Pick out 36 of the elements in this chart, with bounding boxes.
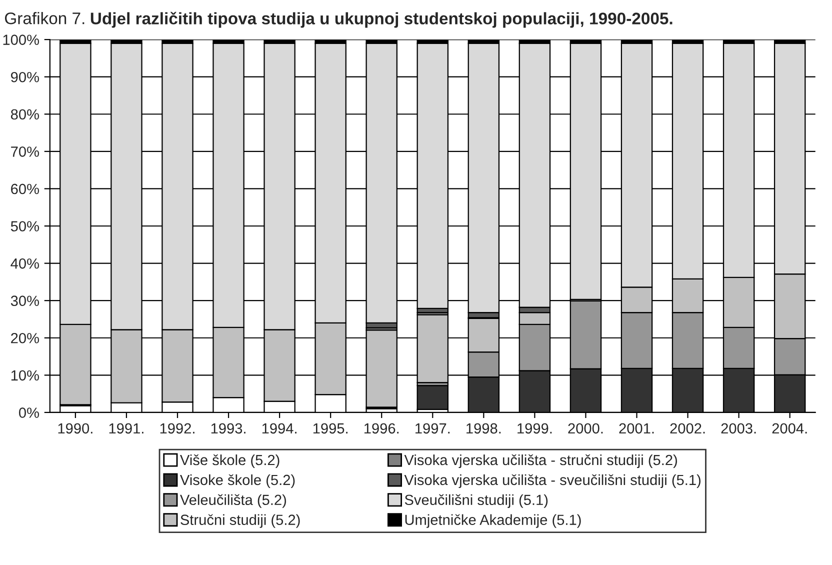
legend-label: Visoka vjerska učilišta - sveučilišni studiji (5.1) bbox=[404, 474, 700, 488]
x-tick-label: 2004. bbox=[772, 423, 807, 434]
y-tick-label: 90% bbox=[11, 72, 39, 82]
x-tick-label: 1995. bbox=[313, 423, 348, 434]
x-tick-label: 1999. bbox=[518, 423, 552, 434]
chart-subtitle: Udjel različitih tipova studija u ukupnoj studentskoj populaciji, 1990-2005. bbox=[90, 12, 672, 28]
y-tick-label: 20% bbox=[11, 332, 39, 344]
x-tick-label: 1996. bbox=[364, 423, 399, 434]
y-tick-label: 0% bbox=[18, 408, 39, 418]
legend-label: Sveučilišni studiji (5.1) bbox=[404, 494, 548, 508]
chart-title: Grafikon 7. bbox=[5, 12, 84, 24]
y-tick-label: 60% bbox=[11, 184, 39, 194]
y-tick-label: 100% bbox=[3, 34, 39, 45]
y-tick-label: 80% bbox=[10, 109, 39, 120]
legend-label: Više škole (5.2) bbox=[180, 454, 280, 468]
x-tick-label: 1993. bbox=[211, 423, 246, 434]
x-tick-label: 2002. bbox=[670, 423, 705, 434]
legend-label: Visoke škole (5.2) bbox=[180, 474, 295, 488]
legend-label: Veleučilišta (5.2) bbox=[180, 494, 286, 508]
x-tick-label: 1998. bbox=[466, 423, 501, 434]
y-tick-label: 50% bbox=[10, 221, 39, 232]
y-tick-label: 10% bbox=[11, 370, 39, 381]
y-tick-label: 40% bbox=[10, 258, 39, 269]
x-tick-label: 1990. bbox=[58, 423, 92, 434]
x-tick-label: 1991. bbox=[109, 423, 144, 434]
y-tick-label: 70% bbox=[11, 146, 39, 157]
legend-label: Stručni studiji (5.2) bbox=[180, 514, 300, 528]
x-tick-label: 1994. bbox=[262, 423, 296, 434]
x-tick-label: 1997. bbox=[416, 423, 450, 434]
legend-label: Umjetničke Akademije (5.1) bbox=[405, 514, 581, 528]
legend-label: Visoka vjerska učilišta - stručni studiji (5.2) bbox=[404, 454, 677, 468]
x-tick-label: 2000. bbox=[568, 423, 603, 434]
x-tick-label: 2003. bbox=[721, 423, 756, 434]
x-tick-label: 1992. bbox=[160, 423, 194, 434]
x-tick-label: 2001. bbox=[619, 423, 654, 434]
y-tick-label: 30% bbox=[10, 296, 39, 306]
